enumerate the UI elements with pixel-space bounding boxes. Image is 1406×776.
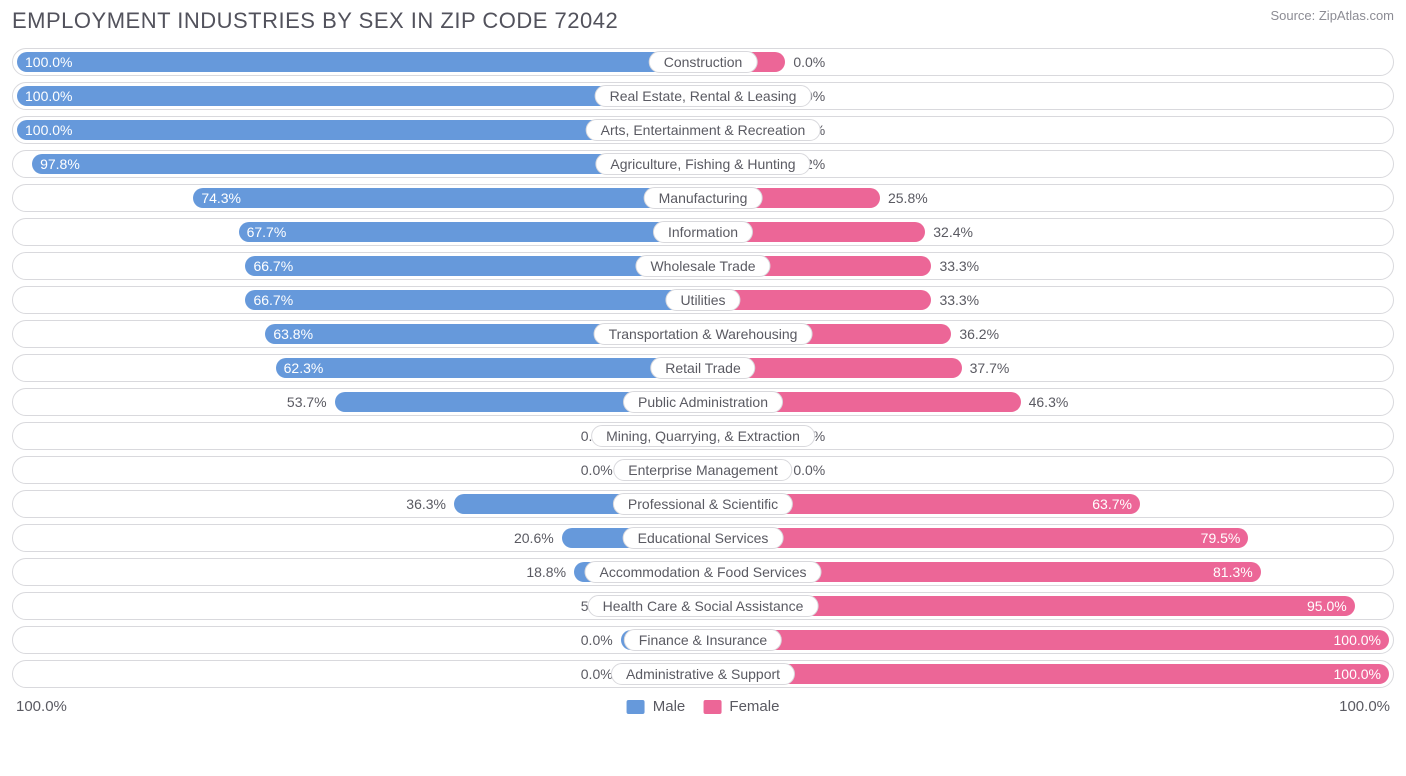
chart-row: 97.8%2.2%Agriculture, Fishing & Hunting [12,150,1394,178]
chart-row: 0.0% 100.0% Finance & Insurance [12,626,1394,654]
male-pct: 0.0% [581,632,613,648]
chart-row: 62.3% 37.7% Retail Trade [12,354,1394,382]
category-label: Agriculture, Fishing & Hunting [595,153,810,175]
female-pct: 46.3% [1029,394,1069,410]
legend-female: Female [703,698,779,715]
chart-row: 66.7% 33.3% Utilities [12,286,1394,314]
female-pct: 79.5% [1201,530,1241,546]
male-pct: 66.7% [253,292,293,308]
chart-row: 67.7% 32.4% Information [12,218,1394,246]
chart-row: 36.3% 63.7% Professional & Scientific [12,490,1394,518]
axis-left-label: 100.0% [16,698,67,715]
male-bar: 74.3% [193,188,703,208]
female-pct: 63.7% [1092,496,1132,512]
male-pct: 18.8% [526,564,566,580]
male-bar: 67.7% [239,222,703,242]
male-pct: 0.0% [581,462,613,478]
male-pct: 74.3% [201,190,241,206]
category-label: Mining, Quarrying, & Extraction [591,425,815,447]
chart-footer: 100.0% Male Female 100.0% [12,698,1394,720]
chart-row: 74.3% 25.8% Manufacturing [12,184,1394,212]
category-label: Utilities [665,289,740,311]
chart-source: Source: ZipAtlas.com [1270,8,1394,23]
male-pct: 63.8% [273,326,313,342]
chart-row: 0.0%0.0%Mining, Quarrying, & Extraction [12,422,1394,450]
female-pct: 81.3% [1213,564,1253,580]
male-bar: 66.7% [245,256,703,276]
chart-row: 100.0% 0.0% Construction [12,48,1394,76]
category-label: Manufacturing [644,187,763,209]
legend-female-label: Female [729,698,779,715]
legend-male-label: Male [653,698,686,715]
chart-row: 0.0% 100.0% Administrative & Support [12,660,1394,688]
chart-row: 0.0% 0.0%Enterprise Management [12,456,1394,484]
female-pct: 36.2% [959,326,999,342]
male-pct: 97.8% [40,156,80,172]
category-label: Health Care & Social Assistance [588,595,819,617]
female-pct: 33.3% [939,258,979,274]
category-label: Transportation & Warehousing [594,323,813,345]
female-pct: 0.0% [793,462,825,478]
female-pct: 25.8% [888,190,928,206]
female-bar: 100.0% [703,664,1389,684]
chart-row: 66.7% 33.3% Wholesale Trade [12,252,1394,280]
female-pct: 100.0% [1334,632,1381,648]
legend-male: Male [627,698,686,715]
category-label: Accommodation & Food Services [585,561,822,583]
male-pct: 100.0% [25,88,72,104]
category-label: Arts, Entertainment & Recreation [586,119,821,141]
chart-row: 63.8% 36.2% Transportation & Warehousing [12,320,1394,348]
male-bar: 66.7% [245,290,703,310]
axis-right-label: 100.0% [1339,698,1390,715]
chart-rows: 100.0%0.0%Construction100.0%0.0%Real Est… [12,48,1394,688]
male-pct: 62.3% [284,360,324,376]
female-bar: 100.0% [703,630,1389,650]
male-pct: 100.0% [25,122,72,138]
chart-header: EMPLOYMENT INDUSTRIES BY SEX IN ZIP CODE… [12,8,1394,34]
category-label: Finance & Insurance [624,629,782,651]
male-swatch [627,700,645,714]
male-bar: 62.3% [276,358,703,378]
category-label: Educational Services [623,527,784,549]
female-pct: 100.0% [1334,666,1381,682]
female-pct: 37.7% [970,360,1010,376]
female-pct: 33.3% [939,292,979,308]
female-swatch [703,700,721,714]
chart-row: 100.0%0.0%Real Estate, Rental & Leasing [12,82,1394,110]
category-label: Professional & Scientific [613,493,793,515]
female-pct: 95.0% [1307,598,1347,614]
category-label: Retail Trade [650,357,755,379]
category-label: Public Administration [623,391,783,413]
female-bar: 79.5% [703,528,1248,548]
male-pct: 20.6% [514,530,554,546]
chart-title: EMPLOYMENT INDUSTRIES BY SEX IN ZIP CODE… [12,8,618,34]
chart-row: 100.0%0.0%Arts, Entertainment & Recreati… [12,116,1394,144]
female-pct: 0.0% [793,54,825,70]
male-pct: 67.7% [247,224,287,240]
male-pct: 53.7% [287,394,327,410]
male-pct: 0.0% [581,666,613,682]
chart-row: 5.0%95.0%Health Care & Social Assistance [12,592,1394,620]
chart-row: 53.7% 46.3% Public Administration [12,388,1394,416]
chart-row: 20.6% 79.5% Educational Services [12,524,1394,552]
category-label: Real Estate, Rental & Leasing [595,85,812,107]
chart-row: 18.8% 81.3% Accommodation & Food Services [12,558,1394,586]
category-label: Administrative & Support [611,663,795,685]
male-pct: 100.0% [25,54,72,70]
category-label: Wholesale Trade [635,255,770,277]
category-label: Construction [649,51,758,73]
male-pct: 36.3% [406,496,446,512]
category-label: Information [653,221,753,243]
male-pct: 66.7% [253,258,293,274]
female-pct: 32.4% [933,224,973,240]
male-bar: 100.0% [17,52,703,72]
chart-legend: Male Female [627,698,780,715]
category-label: Enterprise Management [613,459,792,481]
